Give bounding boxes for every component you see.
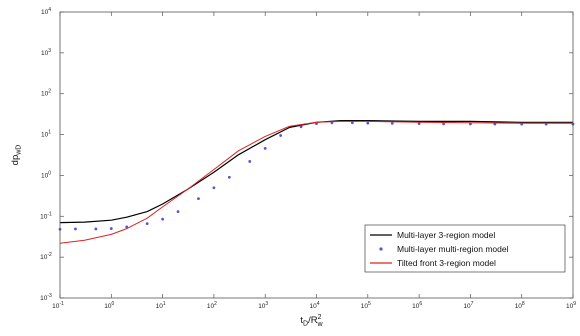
y-tick-label: 10-1	[40, 211, 52, 220]
x-tick-label: 10-1	[52, 301, 64, 310]
y-tick-label: 104	[41, 7, 51, 16]
y-axis-ticks: 10-3 10-2 10-1 100 101 102 103 104	[40, 7, 573, 302]
legend: Multi-layer 3-region model Multi-layer mu…	[364, 224, 566, 273]
y-label-main: dp	[10, 155, 21, 166]
x-axis-ticks: 10-1 100 101 102 103 104 105 106 107 108 109	[52, 12, 576, 310]
y-tick-label: 10-2	[40, 252, 52, 261]
series-layer	[58, 120, 575, 244]
series-1-point	[350, 121, 354, 125]
legend-label: Multi-layer multi-region model	[397, 244, 509, 254]
x-axis-label: tD/R2 w	[300, 314, 323, 328]
y-label-sub: wD	[16, 145, 23, 156]
series-1-point	[227, 175, 231, 179]
legend-items: Multi-layer 3-region model Multi-layer mu…	[370, 230, 509, 268]
legend-label: Tilted front 3-region model	[397, 258, 496, 268]
series-1-point	[248, 160, 252, 163]
series-1-point	[442, 122, 445, 126]
legend-marker	[379, 247, 383, 251]
x-tick-label: 102	[207, 301, 217, 310]
series-1-point	[417, 122, 421, 126]
series-1-point	[145, 222, 149, 226]
plot-frame	[59, 11, 574, 299]
x-tick-label: 104	[309, 301, 319, 310]
x-tick-label: 108	[515, 301, 525, 310]
series-1-point	[469, 122, 472, 126]
x-tick-label: 101	[156, 301, 166, 310]
series-1-point	[74, 227, 77, 231]
series-1-point	[176, 210, 180, 214]
series-1-point	[279, 134, 283, 137]
series-2-line	[59, 120, 573, 244]
series-1-point	[366, 121, 370, 125]
series-1-point	[197, 197, 200, 201]
x-label-sup: 2	[318, 314, 322, 321]
series-1-point	[94, 227, 98, 231]
x-label-sub2: w	[317, 321, 324, 328]
x-tick-label: 103	[258, 301, 268, 310]
x-label-main: t	[300, 315, 303, 326]
x-tick-label: 105	[361, 301, 371, 310]
x-label-slash: /R	[308, 315, 318, 326]
x-label-sub: D	[303, 321, 308, 328]
legend-label: Multi-layer 3-region model	[397, 230, 495, 240]
y-axis-label: dpwD	[10, 145, 23, 166]
series-1-point	[263, 146, 267, 150]
legend-box	[364, 224, 566, 273]
x-tick-label: 107	[463, 301, 473, 310]
series-1-point	[212, 186, 216, 190]
y-tick-label: 101	[41, 130, 51, 139]
series-1-point	[161, 217, 165, 221]
series-1-point	[125, 225, 129, 229]
series-0-line	[59, 120, 573, 224]
series-1-point	[315, 122, 318, 126]
x-tick-label: 106	[412, 301, 422, 310]
y-tick-label: 10-3	[40, 293, 52, 302]
series-1-point	[390, 121, 394, 125]
series-1-point	[109, 227, 113, 230]
y-tick-label: 103	[41, 48, 51, 57]
x-tick-label: 109	[566, 301, 576, 310]
series-1-point	[299, 125, 303, 129]
y-tick-label: 100	[41, 170, 51, 179]
x-tick-label: 100	[104, 301, 114, 310]
y-tick-label: 102	[41, 89, 51, 98]
